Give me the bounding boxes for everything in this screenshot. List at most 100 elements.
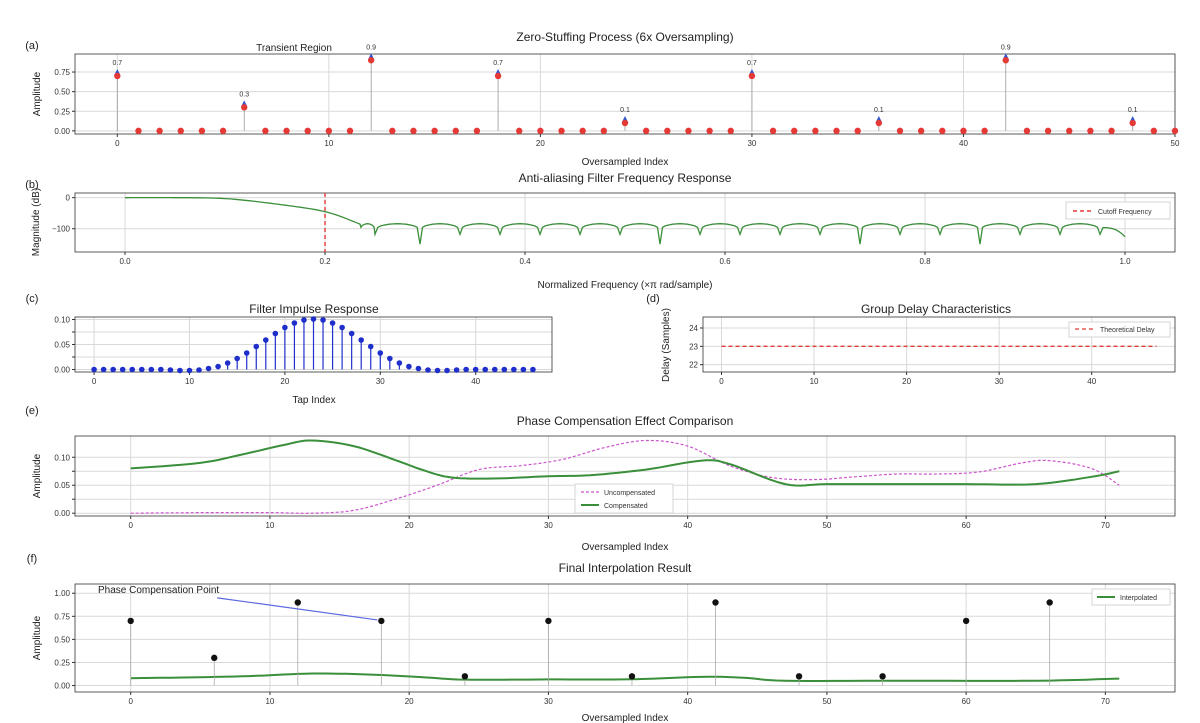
panel-a-zero-sample <box>896 127 904 135</box>
panel-a-zero-sample <box>558 127 565 135</box>
panel-b-legend-box <box>1065 201 1171 220</box>
panel-d-legend-box <box>1068 321 1171 338</box>
panel-a-ylabel: Amplitude <box>32 71 43 116</box>
panel-f-label: (f) <box>27 553 37 565</box>
panel-d-title: Group Delay Characteristics <box>861 302 1011 316</box>
panel-c-tap-point <box>272 330 279 337</box>
panel-b-ytick-label: 0 <box>66 194 71 203</box>
panel-a-sample-point <box>114 72 121 80</box>
panel-a-sample-point <box>241 104 248 111</box>
panel-a-zero-sample <box>1108 127 1115 135</box>
panel-f-ytick-label: 0.25 <box>54 658 70 667</box>
panel-e-legend-label-uncompensated: Uncompensated <box>604 490 655 497</box>
panel-c-tap-point <box>530 366 536 373</box>
panel-c-tap-point <box>301 317 307 323</box>
panel-f-xlabel: Oversampled Index <box>582 713 669 723</box>
panel-a-ytick-label: 0.50 <box>54 88 70 97</box>
panel-e-xtick-label: 30 <box>544 521 553 530</box>
panel-b-xtick-label: 0.4 <box>519 257 531 266</box>
panel-f-legend-label: Interpolated <box>1120 595 1157 602</box>
panel-a-zero-sample <box>600 127 608 135</box>
panel-f-ytick-label: 1.00 <box>54 589 70 598</box>
panel-a-sample-point <box>367 57 375 64</box>
panel-f-xtick-label: 10 <box>265 697 274 706</box>
panel-f-sample-point <box>211 654 218 662</box>
panel-c-tap-point <box>367 343 374 350</box>
panel-f-ytick-label: 0.75 <box>54 612 70 621</box>
panel-f-annotation-arrow <box>217 597 378 621</box>
panel-e-xtick-label: 70 <box>1101 521 1110 530</box>
panel-c-tap-point <box>215 363 221 370</box>
panel-c-tap-point <box>263 337 269 343</box>
panel-a-zero-sample <box>727 127 734 135</box>
panel-a-sample-point <box>875 119 883 127</box>
panel-f-title: Final Interpolation Result <box>559 561 692 575</box>
panel-d-xtick-label: 30 <box>995 377 1004 386</box>
panel-a-zero-sample <box>664 127 671 135</box>
panel-a-sample-point <box>494 72 502 80</box>
panel-a-zero-sample <box>410 127 417 135</box>
panel-c-tap-point <box>348 330 355 337</box>
panel-e-ytick-label: 0.00 <box>54 509 70 518</box>
panel-c-tap-point <box>425 367 431 373</box>
panel-f-frame <box>74 583 1176 693</box>
panel-f-xtick-label: 40 <box>683 697 692 706</box>
panel-b-response-line <box>125 196 1126 245</box>
panel-e-uncompensated-line <box>130 439 1120 514</box>
panel-a-frame <box>74 53 1176 135</box>
panel-f-sample-point <box>127 617 134 625</box>
panel-b-label: (b) <box>25 179 38 191</box>
panel-c-tap-point <box>434 367 441 374</box>
panel-c-tap-point <box>234 355 240 362</box>
panel-f-sample-point <box>545 617 552 625</box>
panel-c-xtick-label: 40 <box>471 377 480 386</box>
panel-a-zero-sample <box>1044 127 1052 135</box>
panel-f-sample-point <box>378 617 385 625</box>
panel-a-zero-sample <box>1087 127 1094 135</box>
panel-a-xtick-label: 10 <box>324 139 333 148</box>
panel-d-xtick-label: 20 <box>902 377 911 386</box>
panel-d-xtick-label: 10 <box>810 377 819 386</box>
panel-a-zero-sample <box>833 127 840 135</box>
panel-a-zero-sample <box>135 127 142 135</box>
panel-f-ytick-label: 0.00 <box>54 682 70 691</box>
panel-a-zero-sample <box>262 127 269 135</box>
panel-f-xtick-label: 0 <box>128 697 133 706</box>
panel-a-zero-sample <box>579 127 586 135</box>
panel-e-xtick-label: 20 <box>405 521 414 530</box>
panel-e-xtick-label: 0 <box>128 521 133 530</box>
panel-c-tap-point <box>339 324 345 331</box>
panel-a-value-label: 0.7 <box>747 60 757 67</box>
panel-d-xtick-label: 0 <box>719 377 724 386</box>
panel-c-ytick-label: 0.00 <box>54 366 70 375</box>
panel-c-tap-point <box>482 366 489 373</box>
panel-d-label: (d) <box>646 293 659 305</box>
panel-a-zero-sample <box>537 127 544 135</box>
panel-c-tap-point <box>119 366 126 373</box>
panel-b-xtick-label: 0.2 <box>319 257 331 266</box>
panel-a-zero-sample <box>854 127 861 135</box>
panel-f-plot-bg <box>75 584 1175 692</box>
panel-c-tap-point <box>167 367 174 373</box>
panel-f-sample-point <box>294 599 301 606</box>
panel-e-ytick-label: 0.10 <box>54 453 70 462</box>
panel-f-legend-box <box>1091 588 1171 606</box>
panel-a-title: Zero-Stuffing Process (6x Oversampling) <box>516 30 733 44</box>
panel-c-tap-point <box>511 366 517 373</box>
panel-b-xtick-label: 0.0 <box>119 257 131 266</box>
panel-f-annotation: Phase Compensation Point <box>98 585 219 596</box>
panel-a-sample-point <box>748 72 756 80</box>
panel-c-tap-point <box>291 320 298 326</box>
panel-f-xtick-label: 50 <box>822 697 831 706</box>
panel-c-label: (c) <box>26 293 39 305</box>
panel-a-value-label: 0.7 <box>493 60 503 67</box>
panel-e-frame <box>74 435 1176 517</box>
panel-a-value-label: 0.9 <box>366 44 376 51</box>
panel-f-sample-point <box>1046 599 1053 606</box>
panel-c-xtick-label: 30 <box>376 377 385 386</box>
panel-b-ylabel: Magnitude (dB) <box>31 188 42 256</box>
panel-e-xtick-label: 10 <box>265 521 274 530</box>
panel-a-sample-point <box>1002 57 1009 64</box>
panel-c-tap-point <box>415 365 422 372</box>
panel-c-ytick-label: 0.05 <box>54 341 70 350</box>
